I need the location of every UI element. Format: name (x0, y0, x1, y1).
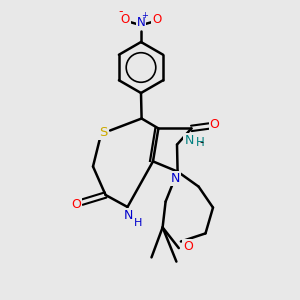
Text: N: N (170, 172, 180, 185)
Text: H: H (196, 136, 205, 149)
Text: O: O (121, 13, 130, 26)
Text: O: O (183, 239, 193, 253)
Text: H: H (134, 218, 142, 228)
Text: O: O (210, 118, 219, 131)
Text: O: O (72, 198, 81, 211)
Text: -: - (200, 137, 204, 147)
Text: N: N (136, 16, 146, 29)
Text: O: O (152, 13, 161, 26)
Text: N: N (184, 134, 194, 147)
Text: S: S (99, 125, 108, 139)
Text: N: N (123, 209, 133, 222)
Text: +: + (142, 11, 148, 20)
Text: -: - (119, 5, 123, 19)
